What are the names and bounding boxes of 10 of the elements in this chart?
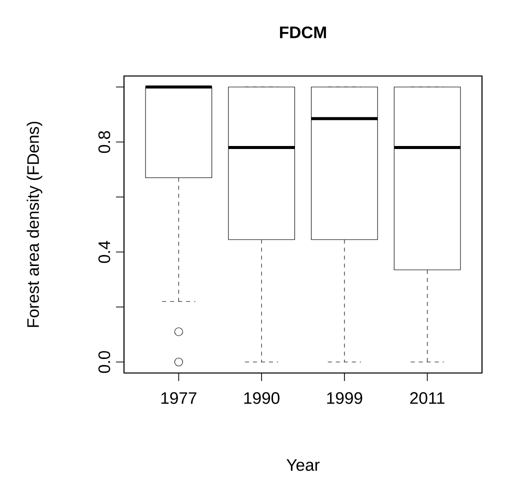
y-axis-title: Forest area density (FDens) [26, 122, 42, 327]
chart-title: FDCM [280, 26, 326, 38]
x-tick-label: 1977 [161, 392, 196, 404]
y-tick-label: 0.8 [98, 131, 110, 153]
x-tick-label: 1999 [327, 392, 362, 404]
x-tick-label: 2011 [410, 392, 444, 404]
x-tick-label: 1990 [244, 392, 280, 404]
y-tick-label: 0.0 [98, 351, 110, 373]
y-tick-label: 0.4 [98, 240, 110, 263]
x-axis-title: Year [286, 459, 320, 471]
